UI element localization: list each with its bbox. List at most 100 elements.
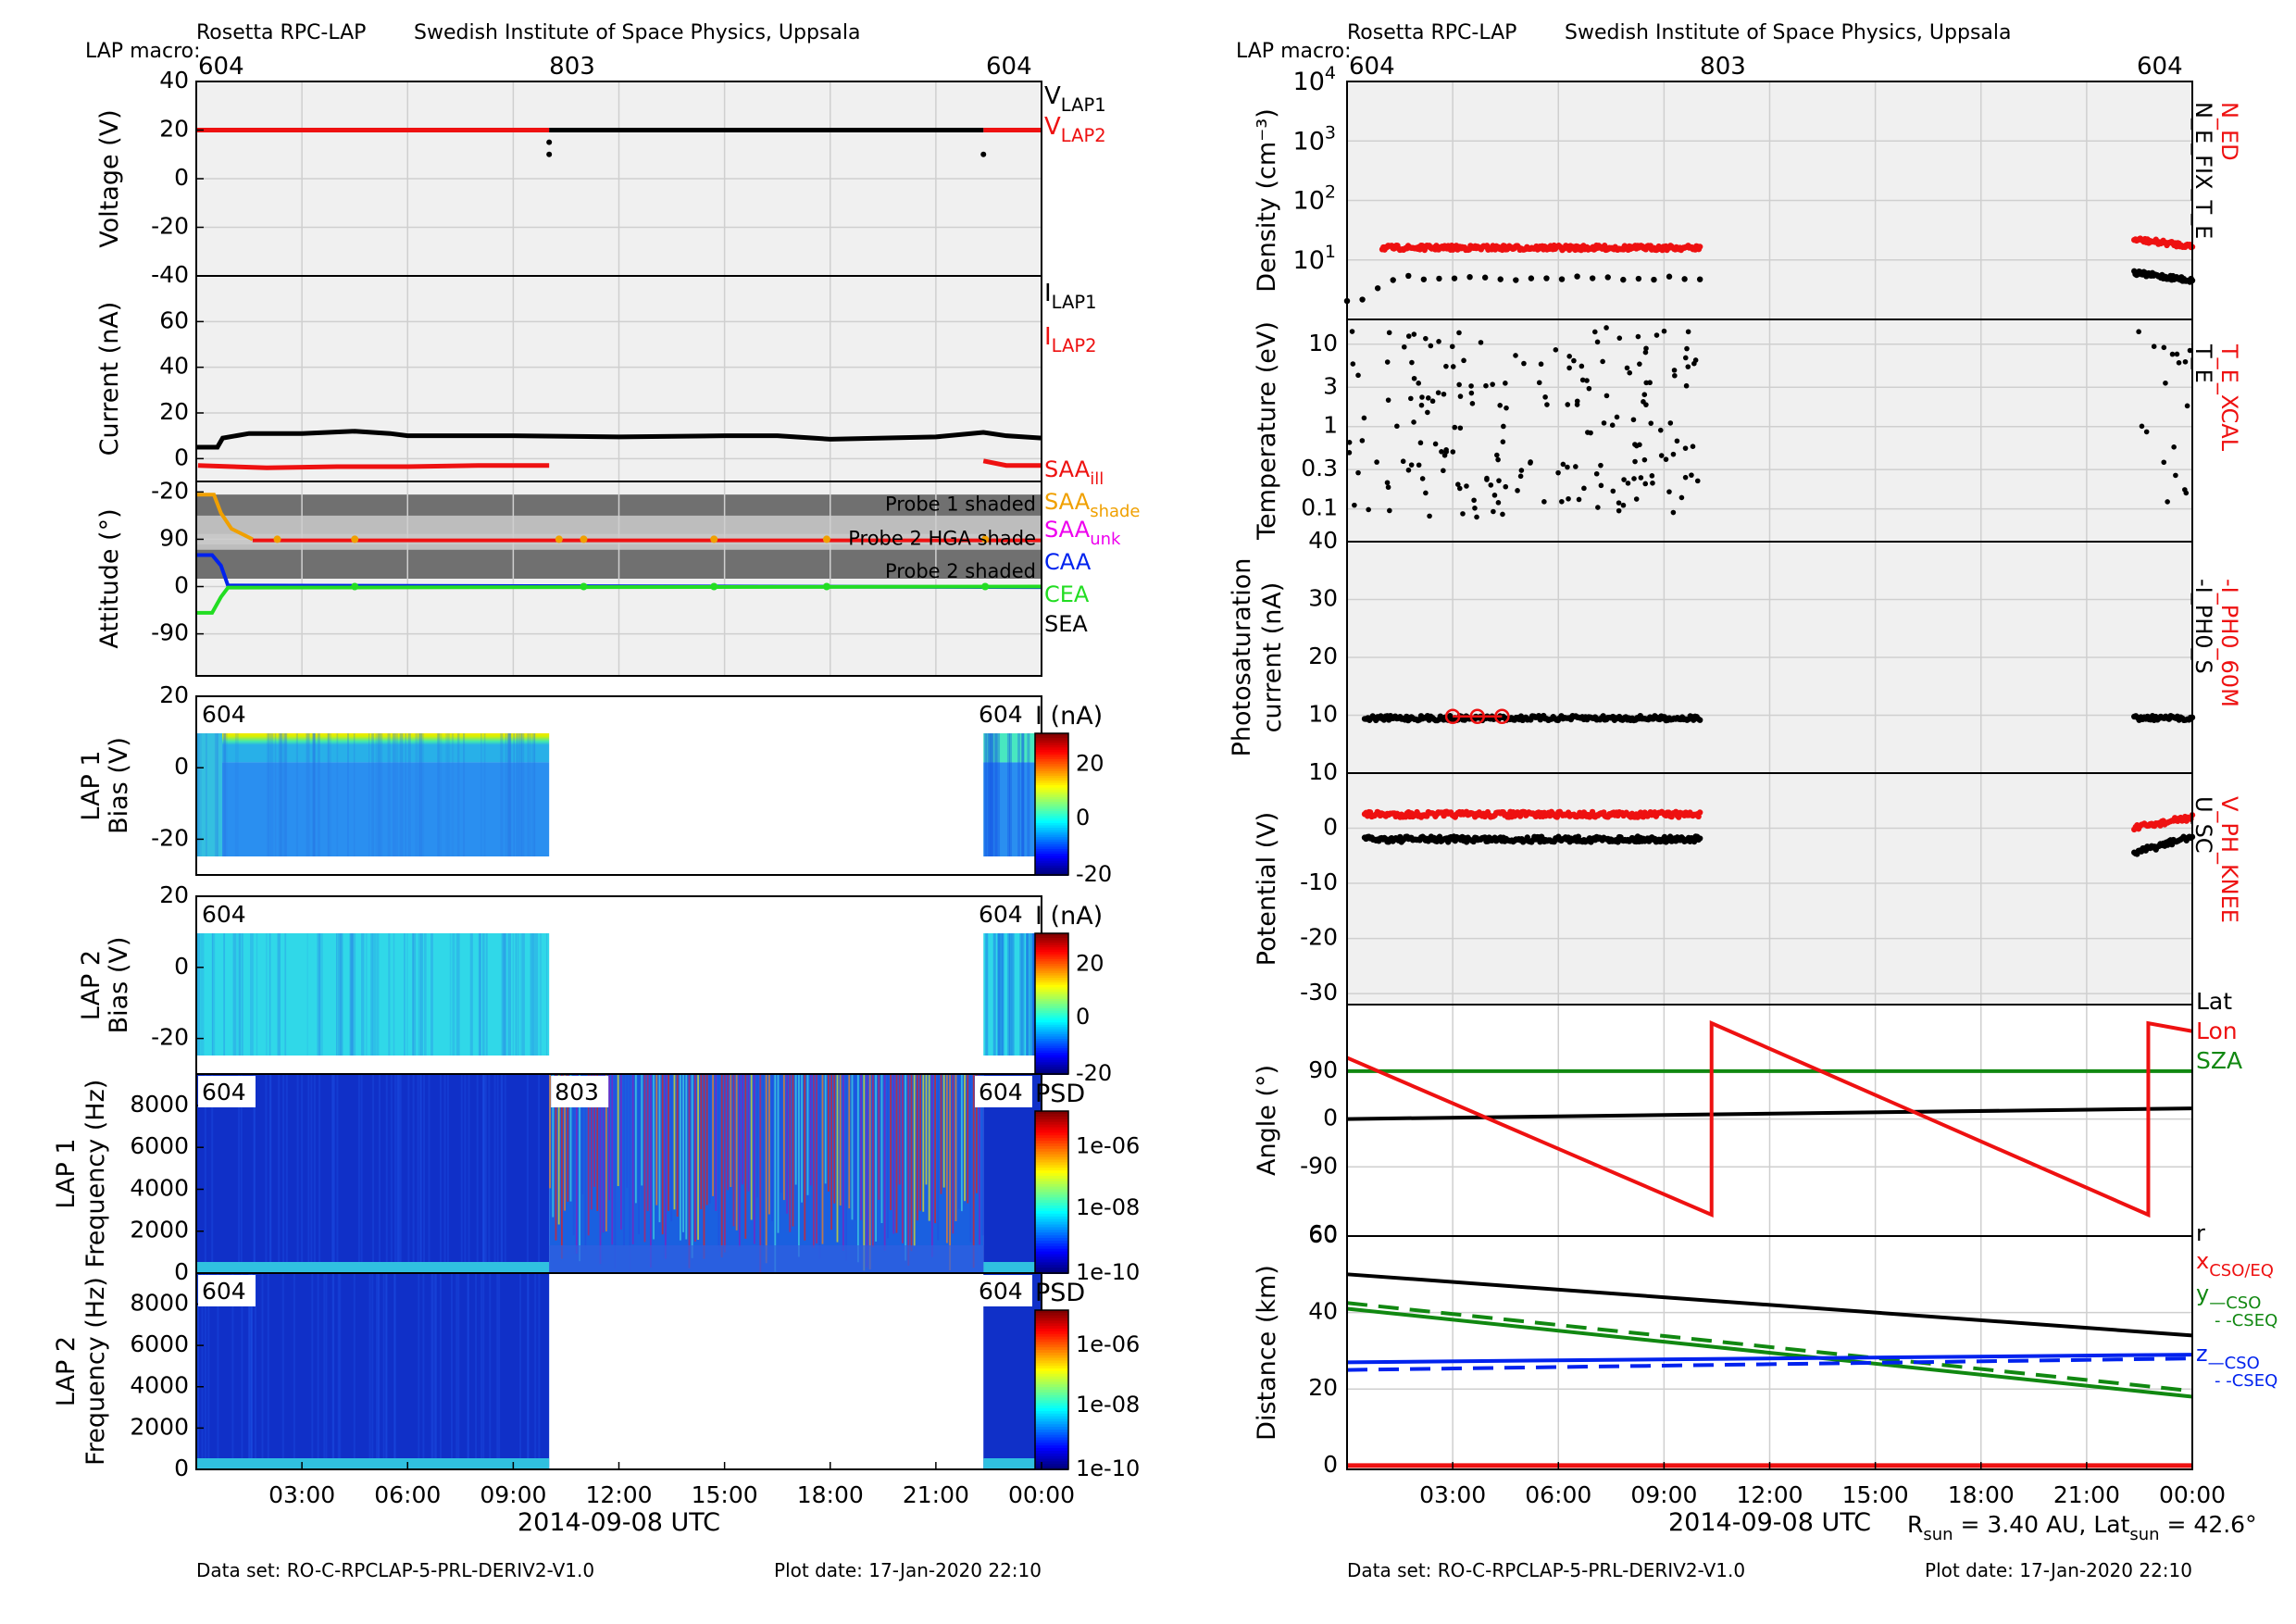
temperature-point [1460,511,1466,517]
colorbar-cell [1035,1376,1068,1380]
spectrogram-stripe [418,1273,420,1469]
bias-stripe [449,933,452,1056]
cea-point [580,582,588,591]
colorbar-cell [1035,1178,1068,1182]
spectrogram-stripe [250,1273,253,1469]
spectrogram-stripe [293,1273,295,1469]
bias-stripe [327,733,330,856]
spectrogram-stripe [360,1074,363,1273]
spectrogram-stripe [336,1074,339,1273]
temperature-point [1427,513,1432,519]
macro-tag-text: 604 [202,701,246,728]
bias-stripe [313,733,317,856]
colorbar-cell [1035,1434,1068,1439]
density-point [1481,274,1489,281]
distance-line [1346,1353,2193,1365]
colorbar-cell [1035,828,1068,831]
spectrogram-stripe [949,1074,951,1270]
spectrogram-stripe [617,1074,619,1186]
y-axis-label: Bias (V) [105,737,133,834]
spectrogram-stripe [493,1074,496,1273]
colorbar-cell [1035,954,1068,958]
temperature-point [1559,498,1565,505]
colorbar-cell [1035,1135,1068,1140]
bias-stripe [532,933,535,1056]
spectrogram-stripe [398,1074,401,1273]
colorbar-cell [1035,834,1068,839]
y-axis-label: Photosaturation [1228,558,1256,757]
temperature-point [1663,456,1669,462]
y-axis-label: LAP 1 [52,1138,81,1208]
temperature-point [1566,495,1571,502]
bias-stripe [521,733,525,856]
temperature-point [1641,456,1648,463]
temperature-point [1471,497,1477,504]
legend-sza: SZA [2196,1047,2242,1074]
y-tick-label: 0 [174,1455,189,1481]
spectrogram-stripe [248,1273,251,1469]
voltage-point [546,151,553,157]
colorbar-cell [1035,1218,1068,1223]
shade-label: Probe 2 HGA shade [848,527,1036,549]
spectrogram-stripe [254,1273,256,1469]
macro-tag [198,898,256,930]
colorbar-cell [1035,1159,1068,1164]
spectrogram-low [983,1458,1042,1469]
spectrogram-stripe [952,1074,955,1234]
temperature-point [1432,441,1439,447]
bias-stripe [988,733,992,856]
spectrogram-stripe [655,1074,658,1206]
bias-stripe [237,933,241,1056]
colorbar-cell [1035,1213,1068,1218]
colorbar-cell [1035,1390,1068,1393]
y-tick-label: 40 [1308,527,1338,554]
legend-x: xCSO/EQ [2196,1248,2274,1280]
temperature-point [1682,355,1689,361]
spectrogram-stripe [866,1074,868,1268]
density-point [1604,274,1611,281]
colorbar-cell [1035,1262,1068,1267]
temperature-point [1483,382,1489,389]
temperature-point [1682,474,1689,481]
spectrogram-stripe [396,1074,399,1273]
macro-tag-text: 604 [979,701,1023,728]
colorbar-cell [1035,1071,1068,1075]
temperature-point [1439,448,1444,455]
bias-stripe [516,933,519,1056]
y-axis-label: LAP 2 [52,1336,81,1406]
attitude-line [196,584,1042,615]
x-tick-label: 00:00 [2159,1481,2226,1508]
colorbar-cell [1035,781,1068,784]
macro-tag-bg [975,898,1032,930]
bias-stripe [295,733,298,856]
spectrogram-stripe [960,1074,963,1212]
colorbar-cell [1035,856,1068,860]
spectrogram-stripe [629,1074,631,1272]
spectrogram-stripe [482,1273,485,1469]
bias-stripe [985,733,989,856]
temperature-point [1491,508,1496,515]
y-tick-label: 104 [1293,63,1336,96]
spectrogram-stripe [638,1074,640,1235]
colorbar-cell [1035,869,1068,874]
bias-stripe [447,733,451,856]
spectrogram-stripe [668,1074,669,1211]
colorbar-cell [1035,1173,1068,1177]
cea-point [351,582,359,591]
colorbar-cell [1035,1424,1068,1429]
spectrogram-stripe [238,1074,241,1273]
y-tick-label: 101 [1293,242,1336,275]
temperature-point [1450,364,1456,369]
temperature-point [1457,485,1463,492]
colorbar-cell [1035,1053,1068,1056]
spectrogram-stripe [480,1273,483,1469]
temperature-point [1409,359,1415,366]
colorbar-cell [1035,1329,1068,1332]
spectrogram-stripe [801,1074,803,1203]
colorbar-cell [1035,818,1068,822]
bias-stripe [339,933,343,1056]
bias-stripe [266,733,269,856]
colorbar-cell [1035,1241,1068,1244]
legend-v-ph-knee: V_PH_KNEE [2216,796,2242,923]
spectrogram-stripe [564,1074,566,1211]
